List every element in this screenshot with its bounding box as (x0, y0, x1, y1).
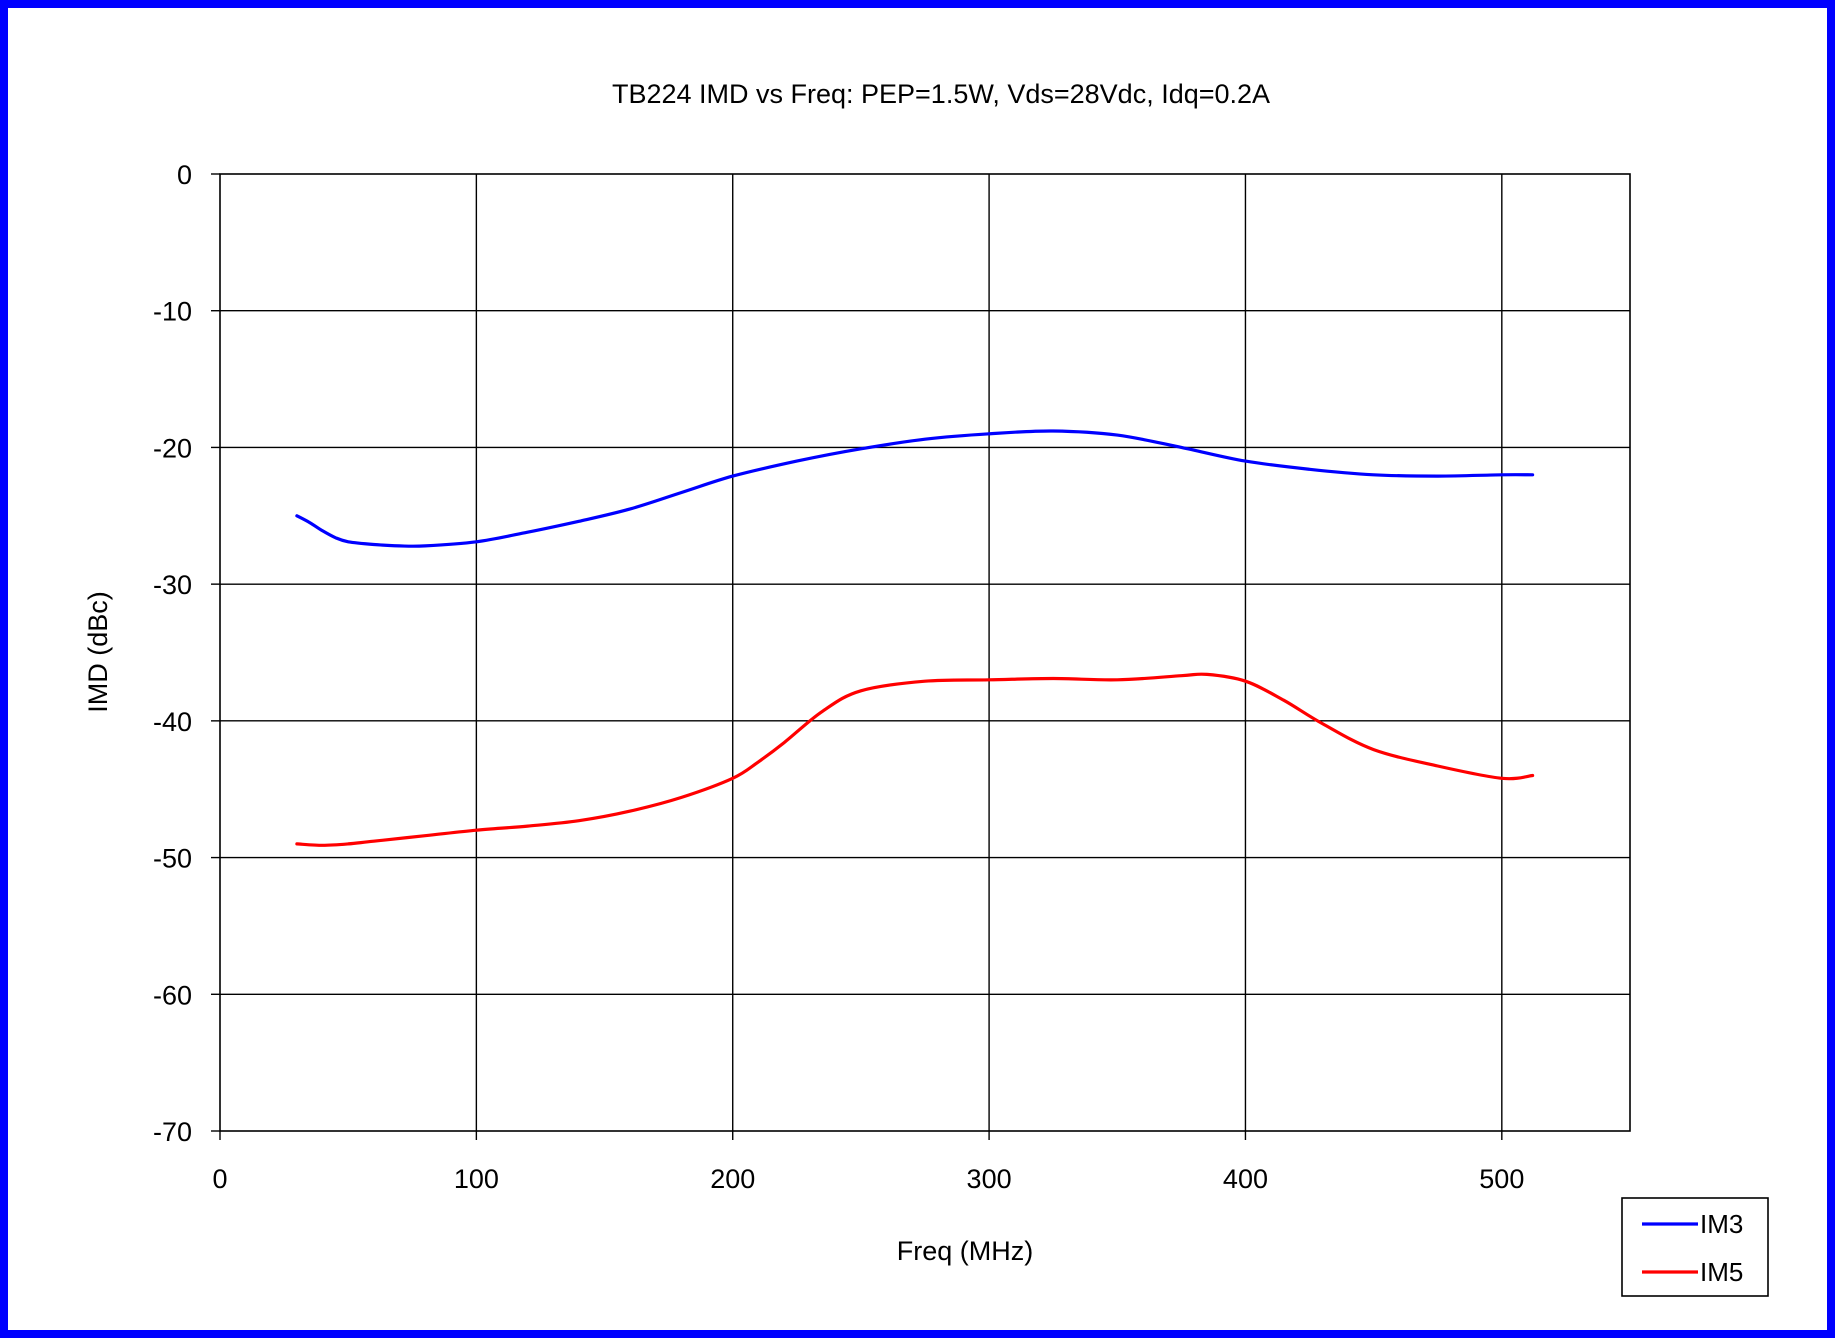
x-tick-label: 200 (710, 1164, 755, 1194)
series-line-im5 (295, 672, 1535, 847)
y-axis-label: IMD (dBc) (83, 591, 113, 713)
legend-label-im5: IM5 (1700, 1257, 1743, 1287)
grid (220, 174, 1630, 1131)
legend: IM3 IM5 (1621, 1197, 1769, 1297)
x-axis-label: Freq (MHz) (897, 1236, 1034, 1266)
legend-box (1621, 1197, 1769, 1297)
legend-label-im3: IM3 (1700, 1209, 1743, 1239)
y-tick-label: 0 (177, 160, 192, 190)
chart-title: TB224 IMD vs Freq: PEP=1.5W, Vds=28Vdc, … (612, 79, 1270, 109)
x-tick-label: 400 (1223, 1164, 1268, 1194)
y-tick-label: -50 (153, 844, 192, 874)
x-tick-label: 0 (212, 1164, 227, 1194)
y-tick-label: -40 (153, 707, 192, 737)
y-tick-label: -10 (153, 297, 192, 327)
series-layer (295, 429, 1535, 847)
x-tick-label: 500 (1479, 1164, 1524, 1194)
x-tick-label: 100 (454, 1164, 499, 1194)
series-line-im3 (295, 429, 1535, 548)
y-tick-label: -60 (153, 980, 192, 1010)
x-tick-label: 300 (967, 1164, 1012, 1194)
plot-area (219, 173, 1631, 1132)
y-tick-label: -70 (153, 1117, 192, 1147)
tick-labels: 0 100 200 300 400 500 0 -10 -20 -30 -40 -50 -60 -70 (153, 160, 1524, 1194)
y-tick-label: -30 (153, 570, 192, 600)
y-tick-label: -20 (153, 433, 192, 463)
